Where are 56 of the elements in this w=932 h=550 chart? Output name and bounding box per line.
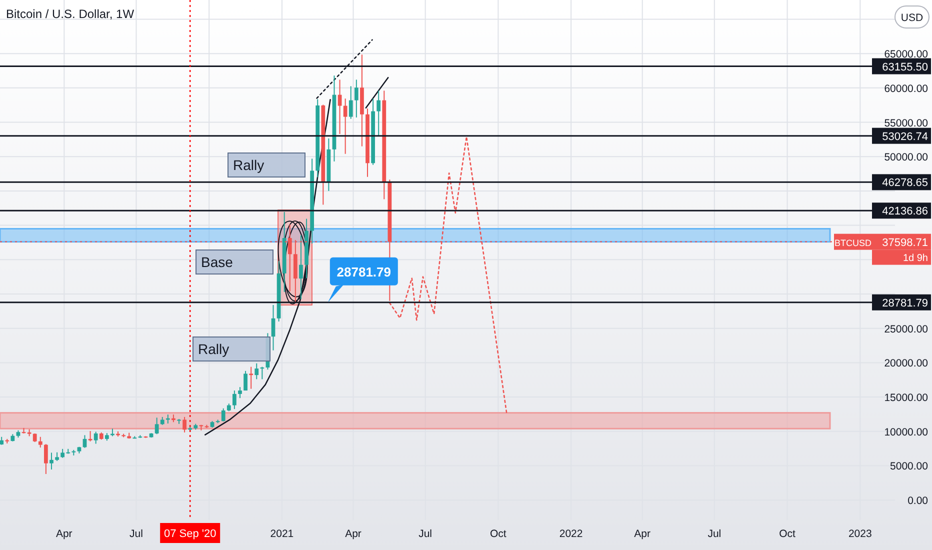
x-tick-label: 2022: [559, 528, 583, 540]
x-tick-label: 2023: [848, 528, 872, 540]
y-tick-label: 55000.00: [884, 117, 928, 130]
x-tick-label: Jul: [418, 528, 432, 540]
text: Bitcoin / U.S. Dollar, 1W: [6, 7, 135, 21]
annotation: Rally: [198, 341, 230, 357]
y-tick-label: 60000.00: [884, 82, 928, 95]
ref-line-label: 37598.71: [882, 236, 928, 249]
candlestick: [254, 362, 259, 380]
ref-line-label: 07 Sep '20: [164, 528, 216, 540]
annotation: Base: [201, 254, 234, 270]
ref-line-label: 46278.65: [882, 177, 928, 190]
candlestick: [343, 98, 348, 154]
candlestick: [88, 430, 92, 442]
candlestick: [238, 386, 242, 399]
candlestick: [182, 416, 186, 433]
candlestick: [299, 234, 303, 300]
x-tick-label: 2021: [270, 528, 294, 540]
annotation: BTCUSD: [834, 238, 872, 248]
ref-line-label: 53026.74: [882, 130, 928, 143]
x-tick-label: Oct: [779, 528, 796, 540]
x-tick-label: Apr: [345, 528, 362, 540]
y-tick-label: 15000.00: [884, 392, 928, 404]
ref-line-label: 63155.50: [882, 61, 928, 74]
candlestick: [354, 79, 358, 118]
candlestick: [260, 366, 264, 380]
candlestick: [249, 366, 254, 390]
y-tick-label: 65000.00: [884, 48, 928, 61]
candlestick: [44, 444, 48, 474]
candlestick: [221, 408, 226, 422]
y-tick-label: 20000.00: [884, 358, 928, 370]
x-tick-label: Apr: [56, 528, 73, 540]
ref-line-label: 42136.86: [882, 206, 928, 218]
y-tick-label: 50000.00: [884, 152, 928, 164]
candlestick: [50, 452, 54, 470]
text: USD: [900, 12, 924, 24]
annotation: Rally: [233, 157, 264, 173]
candlestick: [232, 390, 236, 410]
candlestick: [376, 90, 381, 137]
y-tick-label: 5000.00: [890, 460, 928, 473]
x-tick-label: Jul: [130, 528, 143, 540]
candlestick: [348, 86, 353, 120]
x-tick-label: Apr: [634, 528, 652, 540]
candlestick: [94, 431, 98, 444]
x-tick-label: Jul: [708, 528, 722, 540]
ref-line-label: 28781.79: [882, 297, 928, 310]
y-tick-label: 25000.00: [884, 323, 928, 336]
candlestick: [154, 417, 159, 435]
candlestick: [338, 79, 342, 134]
x-tick-label: Oct: [490, 528, 506, 540]
candlestick: [244, 370, 248, 392]
annotation: 28781.79: [336, 264, 392, 280]
y-tick-label: 0.00: [908, 495, 928, 508]
text: 1d 9h: [902, 252, 928, 264]
y-tick-label: 10000.00: [884, 426, 928, 438]
candlestick: [38, 436, 42, 448]
